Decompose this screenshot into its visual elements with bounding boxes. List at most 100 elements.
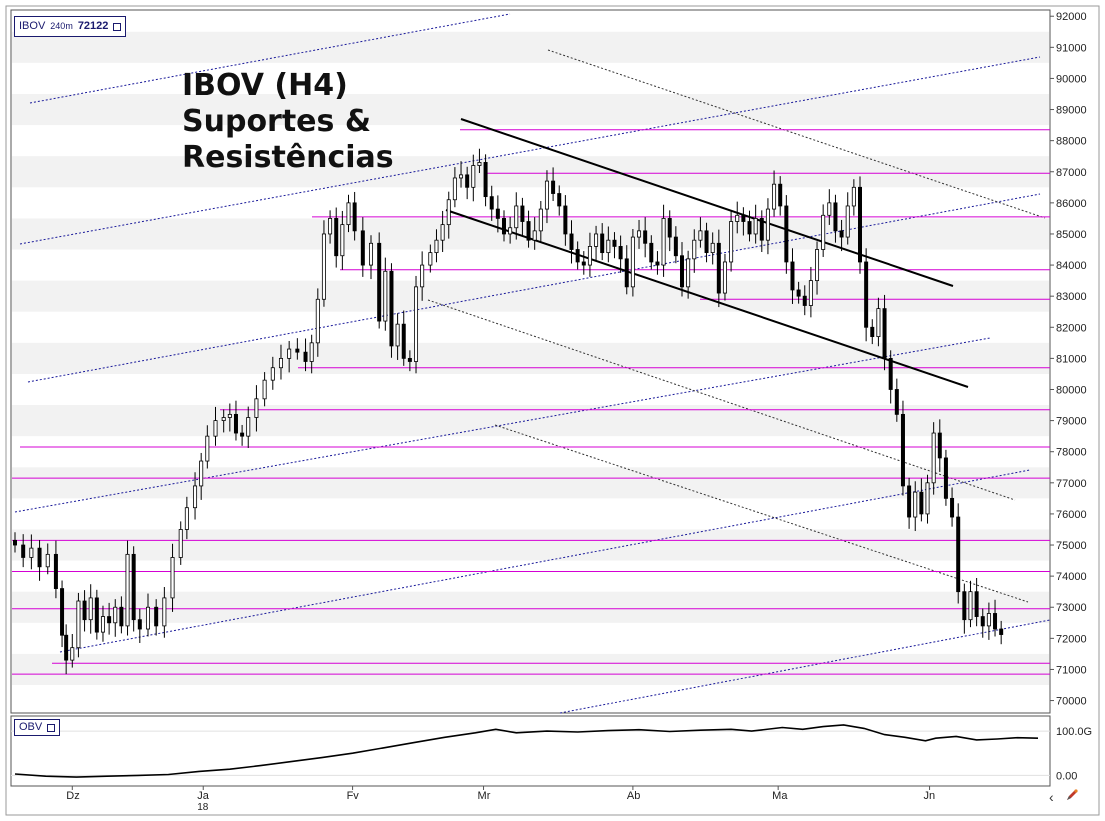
- candle-body: [673, 236, 678, 257]
- candle-body: [100, 616, 105, 633]
- obv-box-toggle-icon[interactable]: [47, 723, 56, 732]
- candle-body: [710, 242, 715, 254]
- candle-body: [270, 367, 275, 381]
- obv-tick-label: 0.00: [1056, 770, 1077, 782]
- y-tick-label: 73000: [1056, 602, 1087, 614]
- candle-body: [360, 230, 365, 266]
- x-tick-label: Mr: [478, 790, 491, 802]
- candle-body: [94, 597, 99, 633]
- title-line-2: Suportes &: [182, 104, 371, 139]
- candle-body: [508, 227, 513, 235]
- candle-body: [465, 174, 470, 188]
- candle-body: [692, 239, 697, 260]
- symbol-box[interactable]: IBOV 240m 72122: [14, 16, 127, 37]
- candle-body: [334, 218, 339, 257]
- x-tick-label: Fv: [347, 790, 360, 802]
- candle-body: [395, 323, 400, 347]
- candle-body: [606, 239, 611, 254]
- y-tick-label: 75000: [1056, 540, 1087, 552]
- candle-body: [321, 233, 326, 300]
- candle-body: [784, 205, 789, 263]
- candle-body: [937, 432, 942, 459]
- candle-body: [303, 351, 308, 362]
- y-tick-label: 78000: [1056, 447, 1087, 459]
- candle-body: [131, 553, 136, 621]
- candle-body: [262, 379, 267, 400]
- candle-body: [37, 547, 42, 568]
- grid-band: [12, 591, 1049, 623]
- candle-body: [698, 230, 703, 241]
- candle-body: [796, 289, 801, 297]
- candle-body: [401, 323, 406, 359]
- obv-indicator-box[interactable]: OBV: [14, 719, 61, 736]
- candle-body: [477, 162, 482, 166]
- y-tick-label: 72000: [1056, 633, 1087, 645]
- candle-body: [569, 233, 574, 250]
- candle-body: [170, 557, 175, 599]
- candle-body: [483, 162, 488, 198]
- candle-body: [759, 218, 764, 241]
- candle-body: [221, 417, 226, 422]
- y-tick-label: 85000: [1056, 229, 1087, 241]
- x-tick-label: Ma: [772, 790, 788, 802]
- candle-body: [581, 261, 586, 266]
- candle-body: [526, 221, 531, 241]
- grid-band: [12, 31, 1049, 63]
- dotted-channel-line: [559, 619, 1051, 714]
- candle-body: [587, 246, 592, 266]
- candle-body: [735, 214, 740, 222]
- y-tick-label: 89000: [1056, 105, 1087, 117]
- candle-body: [882, 308, 887, 359]
- candle-body: [162, 597, 167, 627]
- candle-body: [643, 230, 648, 244]
- candle-body: [956, 516, 961, 593]
- candle-body: [551, 180, 556, 194]
- candle-body: [679, 255, 684, 288]
- symbol-box-toggle-icon[interactable]: [113, 22, 122, 31]
- candle-body: [227, 413, 232, 418]
- dotted-channel-line: [59, 469, 1031, 653]
- candle-body: [925, 482, 930, 515]
- candle-body: [45, 553, 50, 568]
- pencil-icon[interactable]: [1064, 787, 1080, 803]
- candle-body: [864, 261, 869, 328]
- candle-body: [857, 186, 862, 263]
- y-tick-label: 76000: [1056, 509, 1087, 521]
- candle-body: [125, 553, 130, 627]
- candle-body: [802, 295, 807, 306]
- candle-body: [21, 544, 26, 558]
- candle-body: [821, 214, 826, 250]
- candle-body: [661, 218, 666, 266]
- timeframe-label: 240m: [50, 21, 73, 31]
- candle-body: [999, 628, 1004, 635]
- y-tick-label: 71000: [1056, 664, 1087, 676]
- candle-body: [145, 606, 150, 630]
- y-tick-label: 81000: [1056, 353, 1087, 365]
- candle-body: [53, 553, 58, 589]
- dotted-channel-line: [19, 56, 1041, 245]
- candle-body: [428, 252, 433, 266]
- candle-body: [193, 485, 198, 509]
- candle-body: [295, 348, 300, 353]
- candle-body: [618, 246, 623, 260]
- title-line-3: Resistências: [182, 140, 394, 175]
- candle-body: [851, 186, 856, 207]
- title-line-1: IBOV (H4): [182, 68, 348, 103]
- candle-body: [383, 270, 388, 322]
- chevron-left-icon[interactable]: ‹: [1049, 789, 1054, 805]
- candle-body: [667, 218, 672, 238]
- candle-body: [420, 264, 425, 288]
- candle-body: [649, 242, 654, 263]
- candle-body: [369, 242, 374, 266]
- dotted-trend-line: [494, 424, 1029, 603]
- candle-body: [716, 242, 721, 294]
- candle-body: [778, 183, 783, 207]
- candle-body: [309, 342, 314, 362]
- candle-body: [119, 606, 124, 627]
- candle-body: [246, 417, 251, 437]
- candle-body: [870, 326, 875, 338]
- candle-body: [377, 242, 382, 322]
- x-tick-label: Dz: [66, 790, 79, 802]
- candle-body: [563, 205, 568, 235]
